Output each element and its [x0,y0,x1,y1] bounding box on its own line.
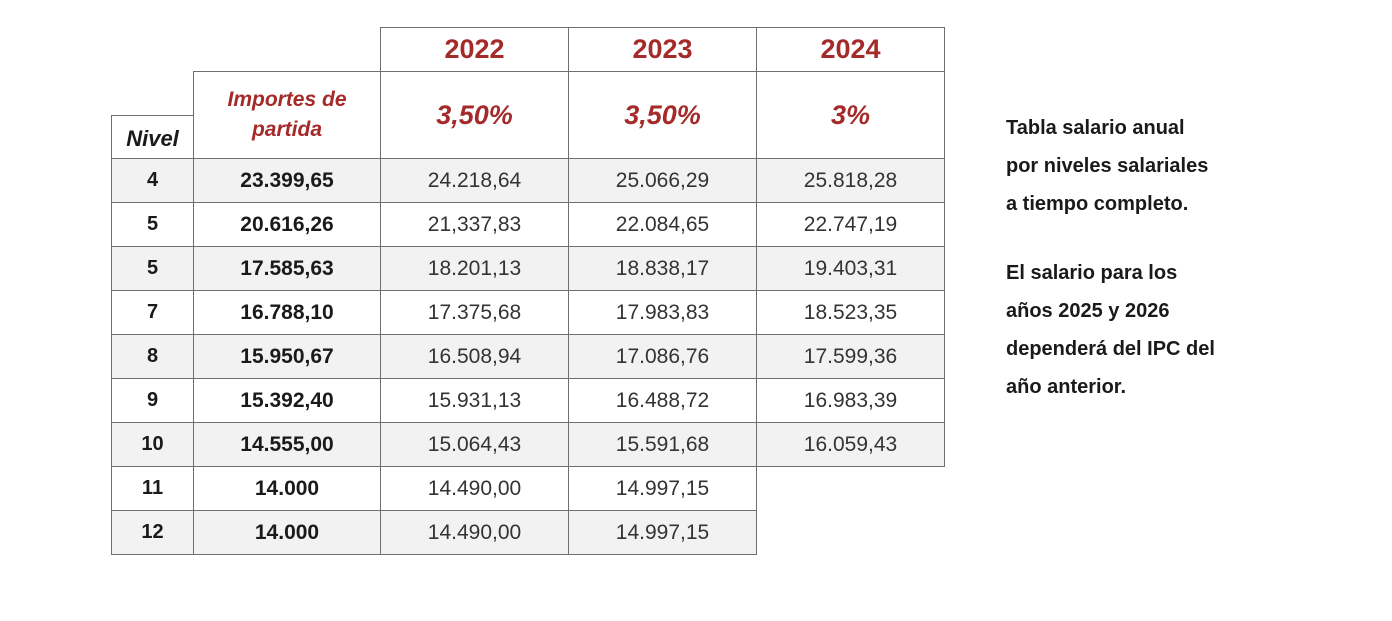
salary-2024-cell: 17.599,36 [756,334,945,379]
nivel-cell: 10 [111,422,194,467]
percentage-2024: 3% [756,71,945,159]
importe-partida-cell: 14.000 [193,466,381,511]
nivel-cell: 4 [111,158,194,203]
percentage-2022: 3,50% [380,71,569,159]
salary-2023-cell: 14.997,15 [568,510,757,555]
side-note-p1-line2: por niveles salariales [1006,155,1209,177]
side-note-p2-line4: año anterior. [1006,376,1127,398]
nivel-cell: 8 [111,334,194,379]
nivel-cell: 12 [111,510,194,555]
nivel-header: Nivel [111,115,194,159]
salary-2023-cell: 16.488,72 [568,378,757,423]
side-note-2: El salario para los años 2025 y 2026 dep… [1006,254,1296,406]
salary-2022-cell: 14.490,00 [380,510,569,555]
salary-2022-cell: 17.375,68 [380,290,569,335]
salary-2022-cell: 24.218,64 [380,158,569,203]
side-note-p2-line3: dependerá del IPC del [1006,338,1215,360]
side-note-p2-line2: años 2025 y 2026 [1006,300,1170,322]
importes-header-line1: Importes de [227,88,347,111]
salary-2022-cell: 14.490,00 [380,466,569,511]
side-note-p1-line1: Tabla salario anual [1006,117,1185,139]
side-note-p2-line1: El salario para los [1006,262,1178,284]
salary-2023-cell: 22.084,65 [568,202,757,247]
nivel-cell: 5 [111,246,194,291]
salary-2022-cell: 18.201,13 [380,246,569,291]
importe-partida-cell: 17.585,63 [193,246,381,291]
salary-2023-cell: 17.086,76 [568,334,757,379]
importe-partida-cell: 15.392,40 [193,378,381,423]
salary-2024-cell: 22.747,19 [756,202,945,247]
importe-partida-cell: 23.399,65 [193,158,381,203]
nivel-cell: 11 [111,466,194,511]
nivel-cell: 5 [111,202,194,247]
year-header-2022: 2022 [380,27,569,72]
salary-2023-cell: 18.838,17 [568,246,757,291]
importe-partida-cell: 15.950,67 [193,334,381,379]
side-note: Tabla salario anual por niveles salarial… [1006,109,1296,223]
salary-2024-cell: 16.983,39 [756,378,945,423]
salary-2023-cell: 17.983,83 [568,290,757,335]
year-header-2023: 2023 [568,27,757,72]
nivel-cell: 7 [111,290,194,335]
importe-partida-cell: 14.000 [193,510,381,555]
side-note-p1-line3: a tiempo completo. [1006,193,1189,215]
salary-2022-cell: 15.931,13 [380,378,569,423]
salary-2022-cell: 21,337,83 [380,202,569,247]
salary-2022-cell: 16.508,94 [380,334,569,379]
percentage-2023: 3,50% [568,71,757,159]
importe-partida-cell: 14.555,00 [193,422,381,467]
importe-partida-cell: 20.616,26 [193,202,381,247]
nivel-cell: 9 [111,378,194,423]
salary-2024-cell: 18.523,35 [756,290,945,335]
salary-2022-cell: 15.064,43 [380,422,569,467]
salary-2024-cell: 25.818,28 [756,158,945,203]
importes-de-partida-header: Importes de partida [193,71,381,159]
salary-2023-cell: 15.591,68 [568,422,757,467]
importe-partida-cell: 16.788,10 [193,290,381,335]
salary-2024-cell: 19.403,31 [756,246,945,291]
salary-2024-cell: 16.059,43 [756,422,945,467]
salary-2023-cell: 14.997,15 [568,466,757,511]
importes-header-line2: partida [251,118,322,141]
salary-2023-cell: 25.066,29 [568,158,757,203]
year-header-2024: 2024 [756,27,945,72]
